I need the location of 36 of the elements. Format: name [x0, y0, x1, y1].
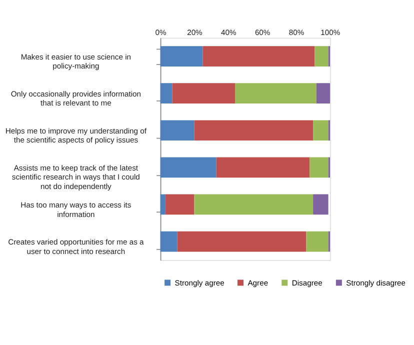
y-tick-label: Creates varied opportunities for me as a user to connect into research — [8, 237, 144, 256]
bar — [160, 194, 166, 215]
bar — [172, 83, 235, 104]
y-tick-label: Has too many ways to access its information — [20, 200, 132, 219]
x-tick-label: 40% — [221, 28, 236, 37]
bar — [160, 46, 203, 66]
x-tick-label: 80% — [288, 28, 304, 37]
bar — [202, 46, 315, 66]
bar — [314, 46, 328, 66]
bar — [310, 157, 328, 178]
legend-label: Strongly agree — [174, 278, 224, 288]
bar — [216, 157, 310, 178]
y-tick-label: Makes it easier to use science in policy-making — [20, 52, 132, 71]
bar — [316, 83, 330, 104]
bar — [313, 120, 328, 141]
bar — [194, 194, 314, 215]
bar — [160, 83, 172, 104]
bar — [306, 231, 328, 252]
x-tick-label: 20% — [187, 28, 203, 37]
bar — [160, 120, 194, 141]
bar — [234, 83, 316, 104]
bar — [313, 194, 328, 215]
bar — [194, 120, 314, 141]
legend-label: Strongly disagree — [346, 278, 406, 288]
x-tick-label: 100% — [320, 28, 340, 37]
y-tick-label: Helps me to improve my understanding of the scientific aspects of policy issues — [5, 126, 148, 145]
legend-label: Agree — [248, 278, 268, 288]
bar — [160, 231, 178, 252]
x-tick-label: 60% — [254, 28, 270, 37]
bar — [177, 231, 306, 252]
bar — [160, 157, 216, 178]
x-tick-label: 0% — [155, 28, 166, 37]
y-tick-label: Only occasionally provides information that is relevant to me — [10, 89, 141, 108]
bar — [165, 194, 194, 215]
legend-label: Disagree — [292, 278, 322, 288]
y-tick-label: Assists me to keep track of the latest scientific research in ways that I could not do independently — [12, 163, 140, 192]
